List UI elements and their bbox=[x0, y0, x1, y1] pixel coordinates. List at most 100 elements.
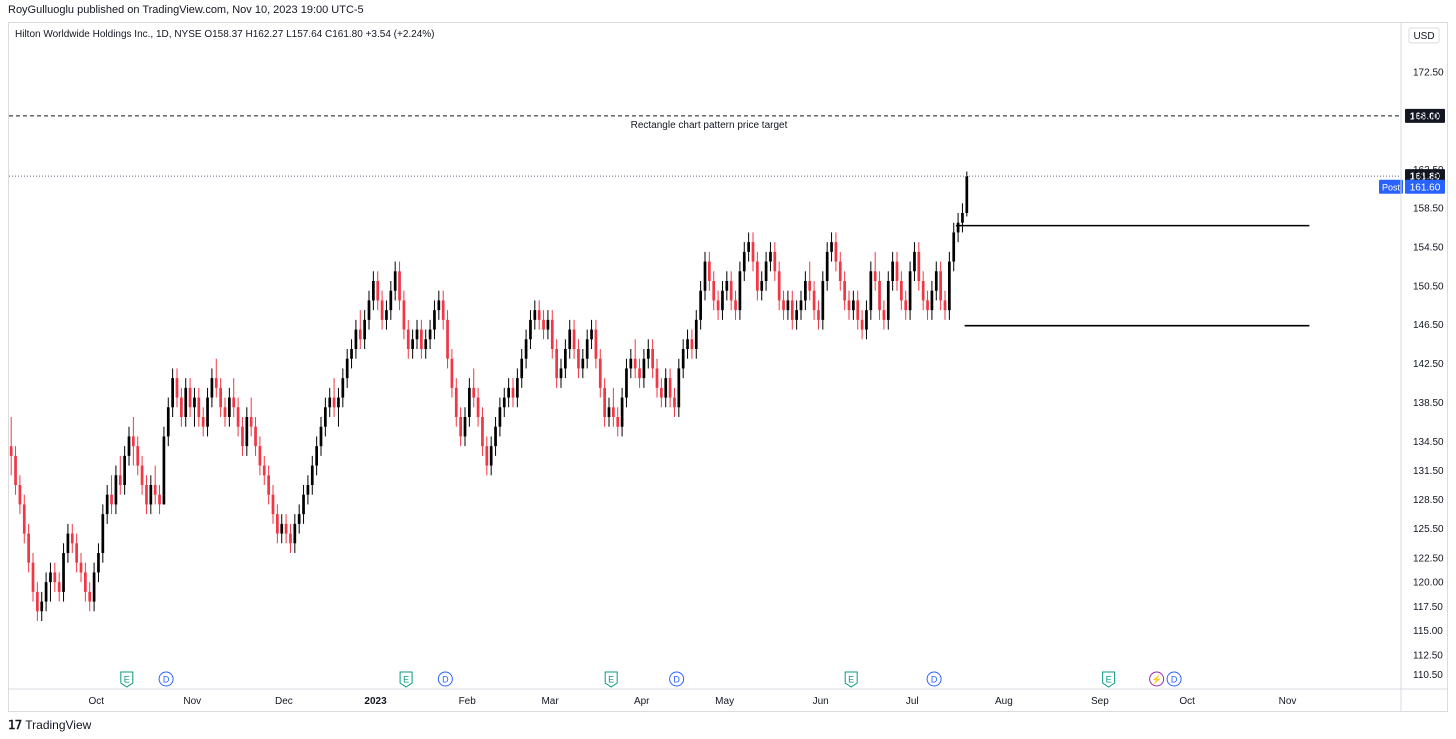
candle-body bbox=[428, 329, 432, 340]
candle-body bbox=[184, 387, 188, 417]
footer-brand-label: TradingView bbox=[25, 718, 92, 732]
candle-body bbox=[114, 475, 118, 505]
currency-box bbox=[1408, 27, 1440, 44]
candle-body bbox=[302, 494, 305, 515]
candle-body bbox=[406, 329, 410, 349]
candle-body bbox=[232, 397, 236, 408]
y-tick-label: 142.50 bbox=[1413, 359, 1444, 370]
y-tick-label: 125.50 bbox=[1413, 524, 1444, 535]
candle-body bbox=[454, 387, 458, 417]
candle-body bbox=[777, 271, 781, 301]
candle-body bbox=[489, 446, 493, 466]
y-tick-label: 122.50 bbox=[1413, 553, 1444, 564]
candle-body bbox=[703, 261, 707, 291]
event-marker-letter: E bbox=[848, 675, 854, 685]
candle-body bbox=[22, 504, 26, 534]
candle-body bbox=[267, 475, 270, 495]
candle-body bbox=[472, 387, 476, 398]
symbol-line: Hilton Worldwide Holdings Inc., 1D, NYSE… bbox=[15, 29, 435, 40]
x-tick-label: May bbox=[715, 696, 734, 707]
candle-body bbox=[660, 387, 663, 398]
chart-frame[interactable]: Hilton Worldwide Holdings Inc., 1D, NYSE… bbox=[8, 22, 1448, 712]
candle-body bbox=[921, 281, 925, 301]
candle-body bbox=[420, 329, 423, 349]
candle-body bbox=[646, 349, 650, 359]
post-price-box bbox=[1405, 179, 1445, 194]
candle-body bbox=[725, 281, 729, 291]
candle-body bbox=[276, 514, 279, 534]
candle-body bbox=[393, 271, 397, 291]
event-marker-letter: ⚡ bbox=[1151, 674, 1162, 686]
y-tick-label: 117.50 bbox=[1413, 602, 1443, 613]
candle-body bbox=[668, 378, 672, 398]
candle-body bbox=[315, 446, 318, 466]
candle-body bbox=[638, 368, 641, 379]
dividend-marker-icon bbox=[158, 671, 174, 687]
candle-body bbox=[258, 446, 262, 466]
candle-body bbox=[44, 582, 48, 602]
candle-body bbox=[271, 494, 275, 515]
x-tick-label: Aug bbox=[995, 696, 1013, 707]
candle-body bbox=[825, 251, 829, 281]
candle-body bbox=[900, 281, 903, 301]
candle-body bbox=[241, 426, 244, 447]
dividend-marker-icon bbox=[669, 671, 685, 687]
candle-body bbox=[943, 300, 947, 311]
event-marker-letter: E bbox=[608, 675, 614, 685]
candle-body bbox=[607, 407, 611, 417]
x-tick-label: Feb bbox=[459, 696, 477, 707]
publisher-line: RoyGulluoglu published on TradingView.co… bbox=[8, 4, 364, 16]
candle-body bbox=[873, 271, 877, 281]
candle-body bbox=[734, 300, 737, 311]
candle-body bbox=[821, 281, 825, 320]
candlestick-chart[interactable]: Hilton Worldwide Holdings Inc., 1D, NYSE… bbox=[9, 23, 1447, 711]
candle-body bbox=[254, 426, 257, 447]
candle-body bbox=[895, 261, 899, 281]
candle-body bbox=[345, 358, 349, 379]
candle-body bbox=[319, 426, 323, 447]
candle-body bbox=[297, 514, 301, 524]
candle-body bbox=[188, 387, 192, 408]
candle-body bbox=[555, 349, 558, 379]
split-marker-icon bbox=[1149, 671, 1165, 687]
candle-body bbox=[9, 446, 13, 456]
candle-body bbox=[681, 349, 685, 369]
x-tick-label: Jul bbox=[906, 696, 919, 707]
candle-body bbox=[36, 591, 39, 612]
y-tick-label: 146.50 bbox=[1413, 320, 1444, 331]
candle-body bbox=[262, 465, 266, 476]
candle-body bbox=[869, 271, 873, 311]
candle-body bbox=[123, 455, 126, 485]
candle-body bbox=[132, 436, 135, 447]
candle-body bbox=[642, 358, 646, 379]
candle-body bbox=[328, 397, 332, 408]
candle-body bbox=[245, 417, 249, 447]
candle-body bbox=[952, 232, 956, 262]
candle-body bbox=[694, 319, 698, 349]
candle-body bbox=[524, 339, 528, 359]
x-tick-label: Apr bbox=[634, 696, 650, 707]
dividend-marker-icon bbox=[437, 671, 453, 687]
y-tick-label: 168.00 bbox=[1413, 111, 1444, 122]
event-marker-letter: E bbox=[1106, 675, 1112, 685]
candle-body bbox=[533, 310, 537, 320]
candle-body bbox=[79, 562, 83, 573]
candle-body bbox=[398, 271, 401, 301]
candle-body bbox=[450, 358, 454, 388]
candle-body bbox=[633, 358, 637, 369]
candle-body bbox=[380, 300, 384, 320]
candle-body bbox=[310, 465, 314, 485]
tradingview-logo-icon: 𝟣𝟩 bbox=[8, 718, 22, 732]
candle-body bbox=[961, 213, 964, 223]
candle-body bbox=[550, 319, 554, 349]
candle-body bbox=[747, 242, 750, 252]
candle-body bbox=[516, 378, 519, 398]
earnings-marker-icon bbox=[1102, 671, 1116, 688]
price-target-label: Rectangle chart pattern price target bbox=[631, 120, 788, 131]
x-tick-label: Nov bbox=[183, 696, 201, 707]
candle-body bbox=[673, 397, 676, 408]
candle-body bbox=[289, 533, 292, 544]
candle-body bbox=[542, 319, 545, 330]
candle-body bbox=[716, 300, 720, 311]
candle-body bbox=[437, 300, 441, 311]
